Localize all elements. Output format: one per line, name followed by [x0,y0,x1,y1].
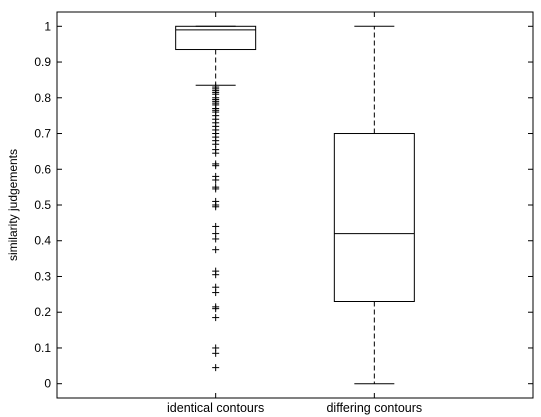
iqr-box [333,133,415,302]
y-tick-label: 0.9 [34,55,51,69]
outlier-point [212,203,220,211]
outlier-point [212,349,220,357]
y-tick-label: 0.4 [34,234,51,248]
y-tick-label: 0.2 [34,305,51,319]
outlier-point [212,149,220,157]
axes: 0 0.1 0.2 0.3 0.4 0.5 0.6 0.7 0.8 0.9 1 identical c… [34,11,534,415]
y-tick-label: 0.1 [34,341,51,355]
y-tick-label: 0.3 [34,269,51,283]
box-1 [333,25,415,385]
y-tick-label: 0.5 [34,198,51,212]
outlier-point [212,314,220,322]
outlier-point [212,305,220,313]
boxes [175,25,415,385]
outlier-point [212,364,220,372]
box-0 [175,25,257,372]
iqr-box [175,25,257,51]
outlier-point [212,222,220,230]
y-tick-label: 0.6 [34,162,51,176]
y-tick-label: 1 [44,19,51,33]
outlier-point [212,162,220,170]
outlier-point [212,246,220,254]
outlier-point [212,235,220,243]
y-tick-label: 0 [44,377,51,391]
outlier-point [212,289,220,297]
x-category-label: differing contours [326,401,422,415]
plot-frame [56,11,534,399]
x-category-label: identical contours [167,401,264,415]
outlier-point [212,185,220,193]
y-axis-label: similarity judgements [6,149,20,261]
y-tick-label: 0.8 [34,91,51,105]
outlier-point [212,176,220,184]
outlier-point [212,271,220,279]
y-tick-label: 0.7 [34,127,51,141]
